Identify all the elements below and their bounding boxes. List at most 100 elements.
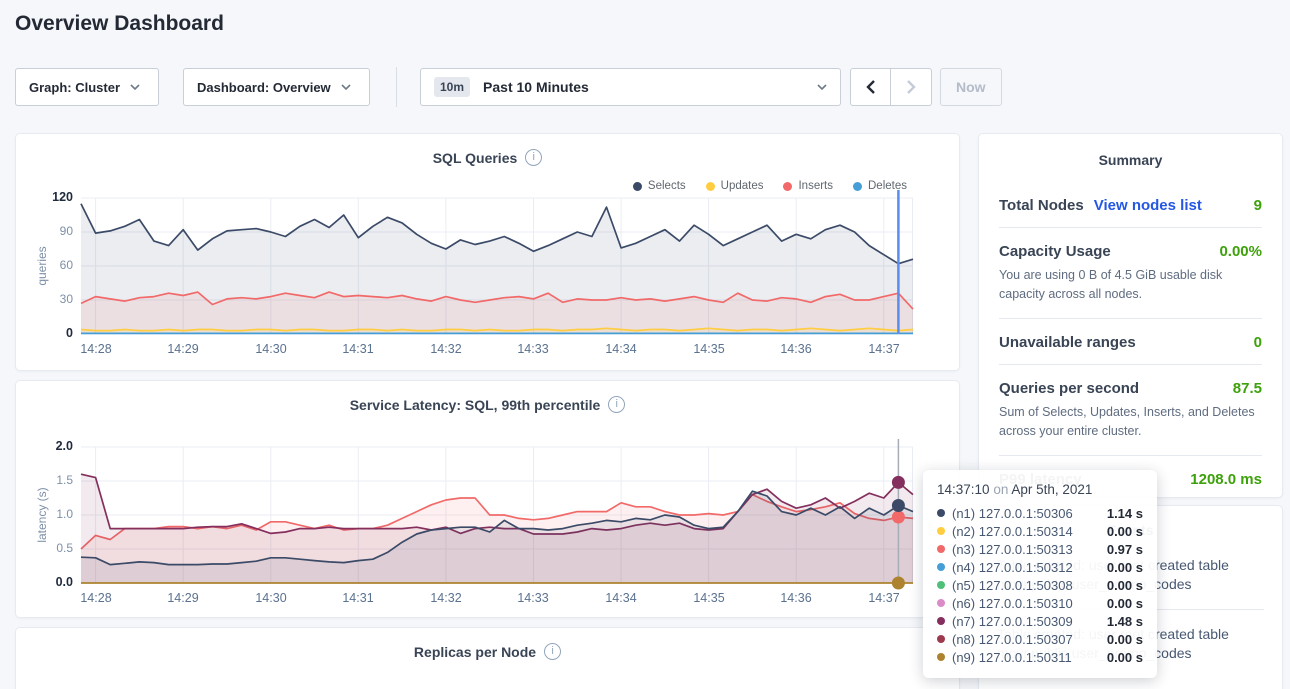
- x-axis-tick-label: 14:28: [80, 591, 112, 605]
- total-nodes-value: 9: [1253, 197, 1262, 214]
- info-icon[interactable]: i: [544, 643, 562, 660]
- dashboard-dropdown-label: Dashboard: Overview: [197, 79, 331, 95]
- legend-label: Deletes: [868, 180, 907, 192]
- series-line: [80, 291, 914, 310]
- node-latency-value: 0.00 s: [1106, 577, 1143, 593]
- service-latency-title: Service Latency: SQL, 99th percentile: [349, 396, 601, 413]
- series-area: [81, 491, 913, 583]
- node-address: (n1) 127.0.0.1:50306: [952, 505, 1073, 521]
- series-line: [80, 203, 914, 265]
- y-axis-tick-label: 90: [59, 224, 73, 238]
- summary-panel: Summary Total Nodes View nodes list 9 Ca…: [978, 133, 1283, 498]
- y-axis-tick-label: 1.5: [56, 473, 73, 487]
- node-latency-value: 0.00 s: [1106, 595, 1143, 611]
- node-color-dot: [937, 563, 945, 571]
- y-axis-tick-label: 0.0: [55, 575, 73, 589]
- chevron-right-icon: [906, 80, 916, 94]
- series-line: [80, 490, 914, 566]
- qps-label: Queries per second: [999, 379, 1140, 397]
- legend-dot: [853, 181, 862, 191]
- chart-hover-tooltip: 14:37:10 on Apr 5th, 2021 (n1) 127.0.0.1…: [923, 470, 1157, 678]
- tooltip-node-row: (n4) 127.0.0.1:50312 0.00 s: [937, 558, 1143, 576]
- info-icon[interactable]: i: [608, 396, 626, 413]
- hover-point-dot: [891, 475, 905, 489]
- node-latency-value: 1.14 s: [1106, 505, 1143, 521]
- series-area: [81, 203, 913, 334]
- legend-dot: [632, 181, 642, 191]
- node-color-dot: [937, 599, 945, 607]
- chevron-down-icon: [817, 84, 827, 90]
- node-color-dot: [937, 617, 945, 625]
- node-latency-value: 0.97 s: [1106, 541, 1143, 557]
- hover-point-dot: [891, 576, 905, 590]
- node-color-dot: [937, 635, 945, 643]
- node-address: (n9) 127.0.0.1:50311: [952, 649, 1072, 665]
- node-address: (n6) 127.0.0.1:50310: [952, 595, 1073, 611]
- summary-title: Summary: [1098, 152, 1163, 168]
- legend-item: Updates: [705, 180, 763, 192]
- node-color-dot: [937, 527, 945, 535]
- node-color-dot: [937, 545, 945, 553]
- time-range-badge: 10m: [434, 77, 471, 97]
- y-axis-tick-label: 60: [59, 258, 73, 272]
- node-color-dot: [937, 653, 945, 661]
- x-axis-tick-label: 14:30: [255, 342, 287, 356]
- view-nodes-list-link[interactable]: View nodes list: [1093, 197, 1202, 214]
- node-latency-value: 0.00 s: [1106, 523, 1143, 539]
- y-axis-tick-label: 2.0: [55, 439, 73, 453]
- replicas-per-node-panel: Replicas per Node i: [15, 627, 960, 689]
- tooltip-date: Apr 5th, 2021: [1011, 482, 1093, 497]
- dashboard-dropdown[interactable]: Dashboard: Overview: [183, 68, 370, 106]
- x-axis-tick-label: 14:28: [80, 342, 112, 356]
- node-address: (n5) 127.0.0.1:50308: [952, 577, 1073, 593]
- now-button[interactable]: Now: [940, 68, 1002, 106]
- chevron-left-icon: [866, 80, 875, 94]
- node-latency-value: 1.48 s: [1106, 613, 1143, 629]
- x-axis-tick-label: 14:33: [517, 342, 549, 356]
- chevron-down-icon: [130, 84, 140, 90]
- series-line: [80, 327, 914, 332]
- node-address: (n3) 127.0.0.1:50313: [952, 541, 1073, 557]
- capacity-usage-value: 0.00%: [1219, 243, 1262, 260]
- legend-item: Deletes: [853, 180, 907, 192]
- node-color-dot: [937, 509, 945, 517]
- y-axis-tick-label: 0.5: [56, 541, 73, 555]
- y-axis-tick-label: 120: [52, 190, 73, 204]
- x-axis-tick-label: 14:29: [167, 342, 199, 356]
- time-nav-arrows: [850, 68, 932, 106]
- time-range-picker[interactable]: 10m Past 10 Minutes: [420, 68, 841, 106]
- chevron-down-icon: [341, 84, 351, 90]
- p99-latency-value: 1208.0 ms: [1190, 470, 1262, 488]
- x-axis-tick-label: 14:31: [342, 591, 374, 605]
- tooltip-timestamp: 14:37:10 on Apr 5th, 2021: [937, 482, 1143, 497]
- legend-item: Selects: [632, 180, 686, 192]
- x-axis-tick-label: 14:36: [780, 591, 812, 605]
- graph-dropdown[interactable]: Graph: Cluster: [15, 68, 159, 106]
- summary-row-qps: Queries per second 87.5 Sum of Selects, …: [999, 365, 1262, 456]
- qps-description: Sum of Selects, Updates, Inserts, and De…: [999, 404, 1255, 439]
- hover-point-dot: [891, 510, 905, 524]
- summary-row-total-nodes: Total Nodes View nodes list 9: [999, 182, 1262, 228]
- node-address: (n2) 127.0.0.1:50314: [952, 523, 1073, 539]
- tooltip-node-row: (n9) 127.0.0.1:50311 0.00 s: [937, 648, 1143, 666]
- qps-value: 87.5: [1232, 379, 1262, 397]
- node-latency-value: 0.00 s: [1106, 559, 1143, 575]
- time-next-button[interactable]: [891, 68, 932, 106]
- sql-queries-title: SQL Queries: [432, 149, 518, 166]
- time-prev-button[interactable]: [850, 68, 891, 106]
- legend-label: Selects: [647, 180, 686, 192]
- graph-dropdown-label: Graph: Cluster: [29, 79, 121, 95]
- chart-plot-area[interactable]: [80, 439, 914, 590]
- tooltip-node-row: (n1) 127.0.0.1:50306 1.14 s: [937, 504, 1143, 522]
- legend-dot: [783, 181, 793, 191]
- chart-plot-area[interactable]: [80, 190, 914, 335]
- tooltip-conjunction: on: [989, 482, 1012, 497]
- series-area: [81, 494, 913, 583]
- info-icon[interactable]: i: [525, 149, 543, 166]
- total-nodes-label: Total Nodes: [999, 197, 1084, 214]
- x-axis-tick-label: 14:34: [605, 591, 637, 605]
- series-line: [80, 473, 914, 535]
- node-address: (n7) 127.0.0.1:50309: [952, 613, 1073, 629]
- node-latency-value: 0.00 s: [1106, 649, 1143, 665]
- y-axis-tick-label: 0: [66, 326, 73, 340]
